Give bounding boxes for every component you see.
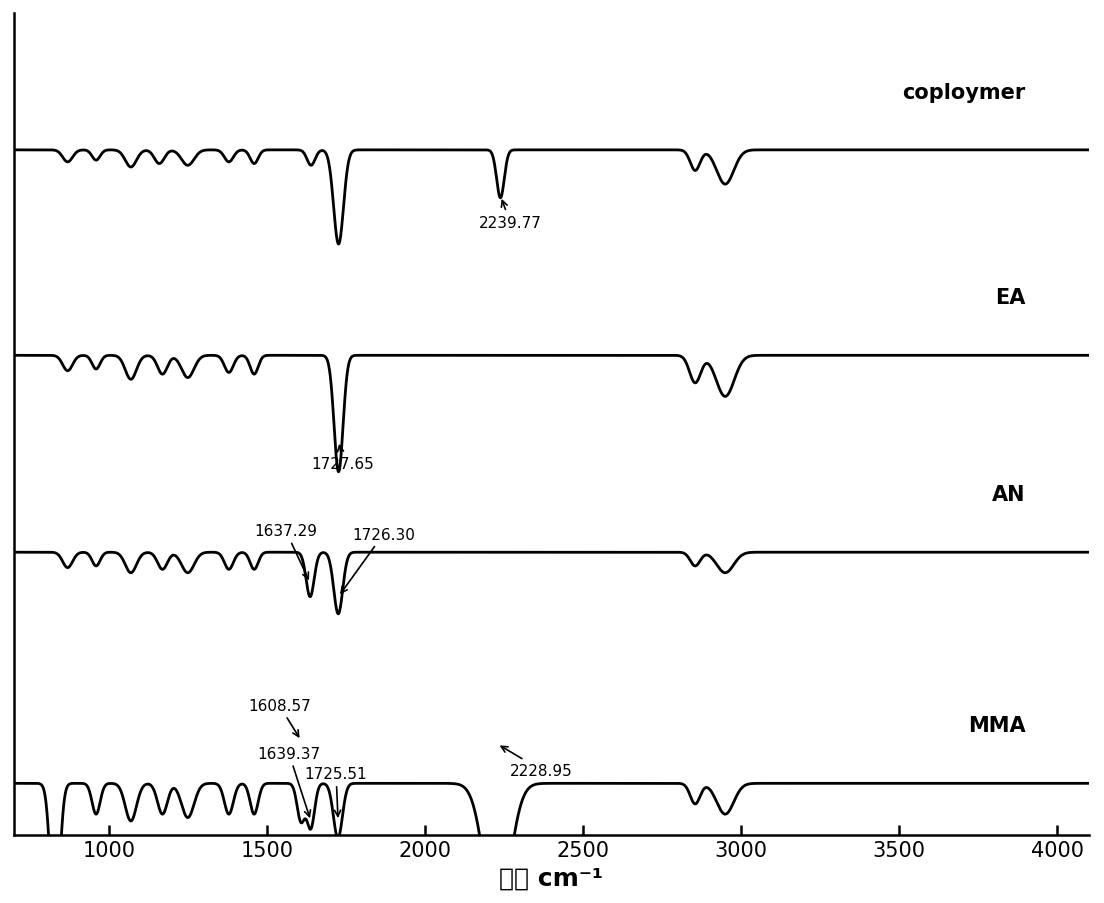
Text: 1725.51: 1725.51 <box>305 767 368 816</box>
Text: 2239.77: 2239.77 <box>479 201 541 230</box>
Text: 1608.57: 1608.57 <box>247 698 310 737</box>
Text: 1726.30: 1726.30 <box>341 527 415 593</box>
Text: 1727.65: 1727.65 <box>311 446 374 471</box>
Text: MMA: MMA <box>968 715 1026 736</box>
Text: AN: AN <box>992 485 1026 505</box>
Text: EA: EA <box>995 288 1026 308</box>
X-axis label: 波数 cm⁻¹: 波数 cm⁻¹ <box>499 865 603 889</box>
Text: 1639.37: 1639.37 <box>257 746 320 816</box>
Text: coploymer: coploymer <box>902 83 1026 103</box>
Text: 2228.95: 2228.95 <box>501 747 573 777</box>
Text: 1637.29: 1637.29 <box>254 524 317 579</box>
